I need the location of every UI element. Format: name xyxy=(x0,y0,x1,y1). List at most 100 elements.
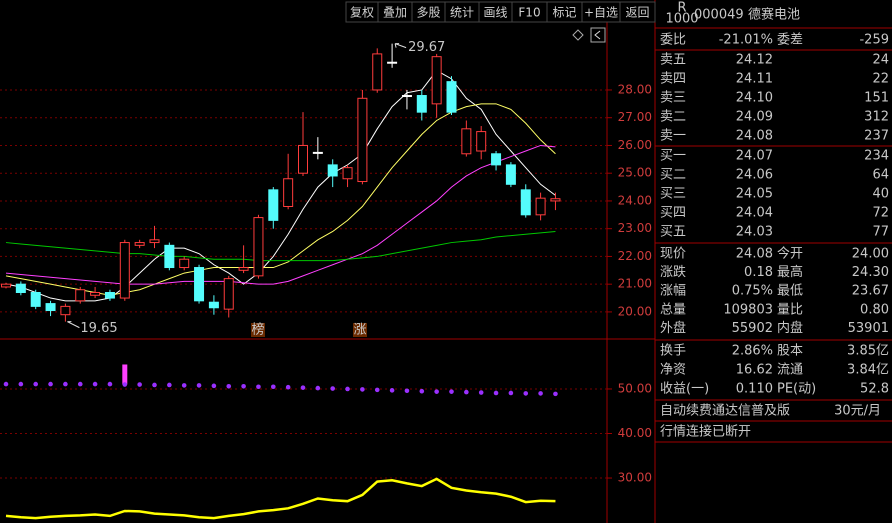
candle-body xyxy=(505,164,516,185)
book-label: 买一 xyxy=(660,149,686,164)
collapse-button[interactable] xyxy=(590,27,606,43)
candle-body xyxy=(327,164,338,177)
stock-code: 000049 xyxy=(694,8,744,23)
indicator-dot xyxy=(434,389,439,394)
indicator-dot xyxy=(449,389,454,394)
event-marker[interactable] xyxy=(353,323,367,337)
candle-body xyxy=(312,151,323,154)
candle-body xyxy=(461,128,472,155)
field-label: 最高 xyxy=(777,264,803,280)
toolbar-label[interactable]: 统计 xyxy=(450,6,474,20)
toolbar-label[interactable]: 多股 xyxy=(416,6,440,20)
candle-body xyxy=(357,97,368,183)
toolbar-label[interactable]: 画线 xyxy=(483,6,507,20)
field-label: 委比 xyxy=(660,33,686,48)
book-price: 24.08 xyxy=(736,129,773,144)
field-value: 0.110 xyxy=(736,382,773,397)
indicator-dot xyxy=(48,381,53,387)
badge: 1000 xyxy=(665,12,698,27)
toolbar-label[interactable]: 复权 xyxy=(350,6,374,20)
book-label: 卖二 xyxy=(660,110,686,125)
candle-body xyxy=(179,258,190,269)
indicator-dot xyxy=(374,387,380,393)
indicator-dot xyxy=(3,381,9,387)
candle-body xyxy=(342,167,353,180)
low-label: 19.65 xyxy=(80,321,117,336)
candle-body xyxy=(90,292,101,296)
field-label: 总量 xyxy=(660,302,686,317)
book-price: 24.04 xyxy=(736,206,773,221)
field-label: 流通 xyxy=(777,363,803,378)
toolbar-label[interactable]: 叠加 xyxy=(383,6,407,20)
book-label: 卖一 xyxy=(660,129,686,144)
book-label: 卖四 xyxy=(660,72,686,87)
indicator-dot xyxy=(241,384,246,389)
indicator-dot xyxy=(345,386,350,392)
ad-price[interactable]: 30元/月 xyxy=(834,404,881,419)
candle-body xyxy=(491,153,502,166)
moving-average xyxy=(5,230,556,262)
toolbar-label[interactable]: 返回 xyxy=(625,6,649,20)
indicator-dot xyxy=(404,388,410,394)
candle-body xyxy=(119,242,130,299)
field-value: 55902 xyxy=(732,321,773,336)
toolbar-label[interactable]: 标记 xyxy=(552,6,576,20)
book-volume: 22 xyxy=(872,72,889,87)
field-label: 内盘 xyxy=(777,320,803,336)
indicator-dot xyxy=(77,381,83,387)
diamond-icon[interactable] xyxy=(572,29,584,41)
y-tick-label: 28.00 xyxy=(618,82,652,96)
book-volume: 312 xyxy=(864,110,889,125)
toolbar-label[interactable]: F10 xyxy=(518,6,540,20)
book-volume: 151 xyxy=(864,91,889,106)
candle-body xyxy=(268,189,279,221)
y-tick-label: 20.00 xyxy=(618,304,652,318)
candle-body xyxy=(15,283,26,294)
event-marker-label[interactable]: 涨 xyxy=(353,323,366,338)
field-value: 24.30 xyxy=(852,265,889,280)
field-label: 今开 xyxy=(777,246,803,262)
field-value: 23.67 xyxy=(852,284,889,299)
book-volume: 64 xyxy=(872,168,889,183)
high-arrow xyxy=(394,43,407,49)
toolbar-button[interactable] xyxy=(619,1,656,23)
toolbar-label[interactable]: +自选 xyxy=(584,6,618,20)
book-label: 卖五 xyxy=(660,53,686,68)
indicator-dot xyxy=(181,383,187,388)
book-price: 24.06 xyxy=(736,168,773,183)
low-arrow xyxy=(67,321,80,329)
book-label: 买四 xyxy=(660,206,686,221)
candle-body xyxy=(149,239,160,244)
candle-body xyxy=(60,305,71,316)
event-marker-label[interactable]: 榜 xyxy=(251,322,264,338)
candle-body xyxy=(431,56,442,105)
indicator-dot xyxy=(18,381,24,387)
field-label: 股本 xyxy=(777,344,803,359)
candle-body xyxy=(1,283,11,288)
book-label: 买三 xyxy=(660,187,686,202)
indicator-dot xyxy=(419,388,425,394)
book-label: 买二 xyxy=(660,168,686,183)
candle-body xyxy=(253,217,264,277)
book-price: 24.03 xyxy=(736,225,773,240)
indicator-dot xyxy=(167,382,172,388)
ad-text[interactable]: 自动续费通达信普及版 xyxy=(660,404,790,419)
candle-body xyxy=(104,292,115,299)
candle-body xyxy=(550,198,561,202)
book-price: 24.12 xyxy=(736,53,773,68)
indicator-dot xyxy=(330,386,336,391)
book-price: 24.07 xyxy=(736,149,773,164)
indicator-dot xyxy=(33,381,38,387)
candle-body xyxy=(134,242,145,246)
indicator-dot xyxy=(271,384,276,390)
indicator-dot xyxy=(211,383,217,389)
event-marker[interactable] xyxy=(251,323,265,337)
candle-body xyxy=(372,53,383,91)
field-label: 涨跌 xyxy=(660,264,686,280)
book-volume: 40 xyxy=(872,187,889,202)
badge: R xyxy=(677,1,686,16)
candle-body xyxy=(520,189,531,216)
indicator-dot xyxy=(508,390,514,396)
indicator-dot xyxy=(107,381,113,387)
